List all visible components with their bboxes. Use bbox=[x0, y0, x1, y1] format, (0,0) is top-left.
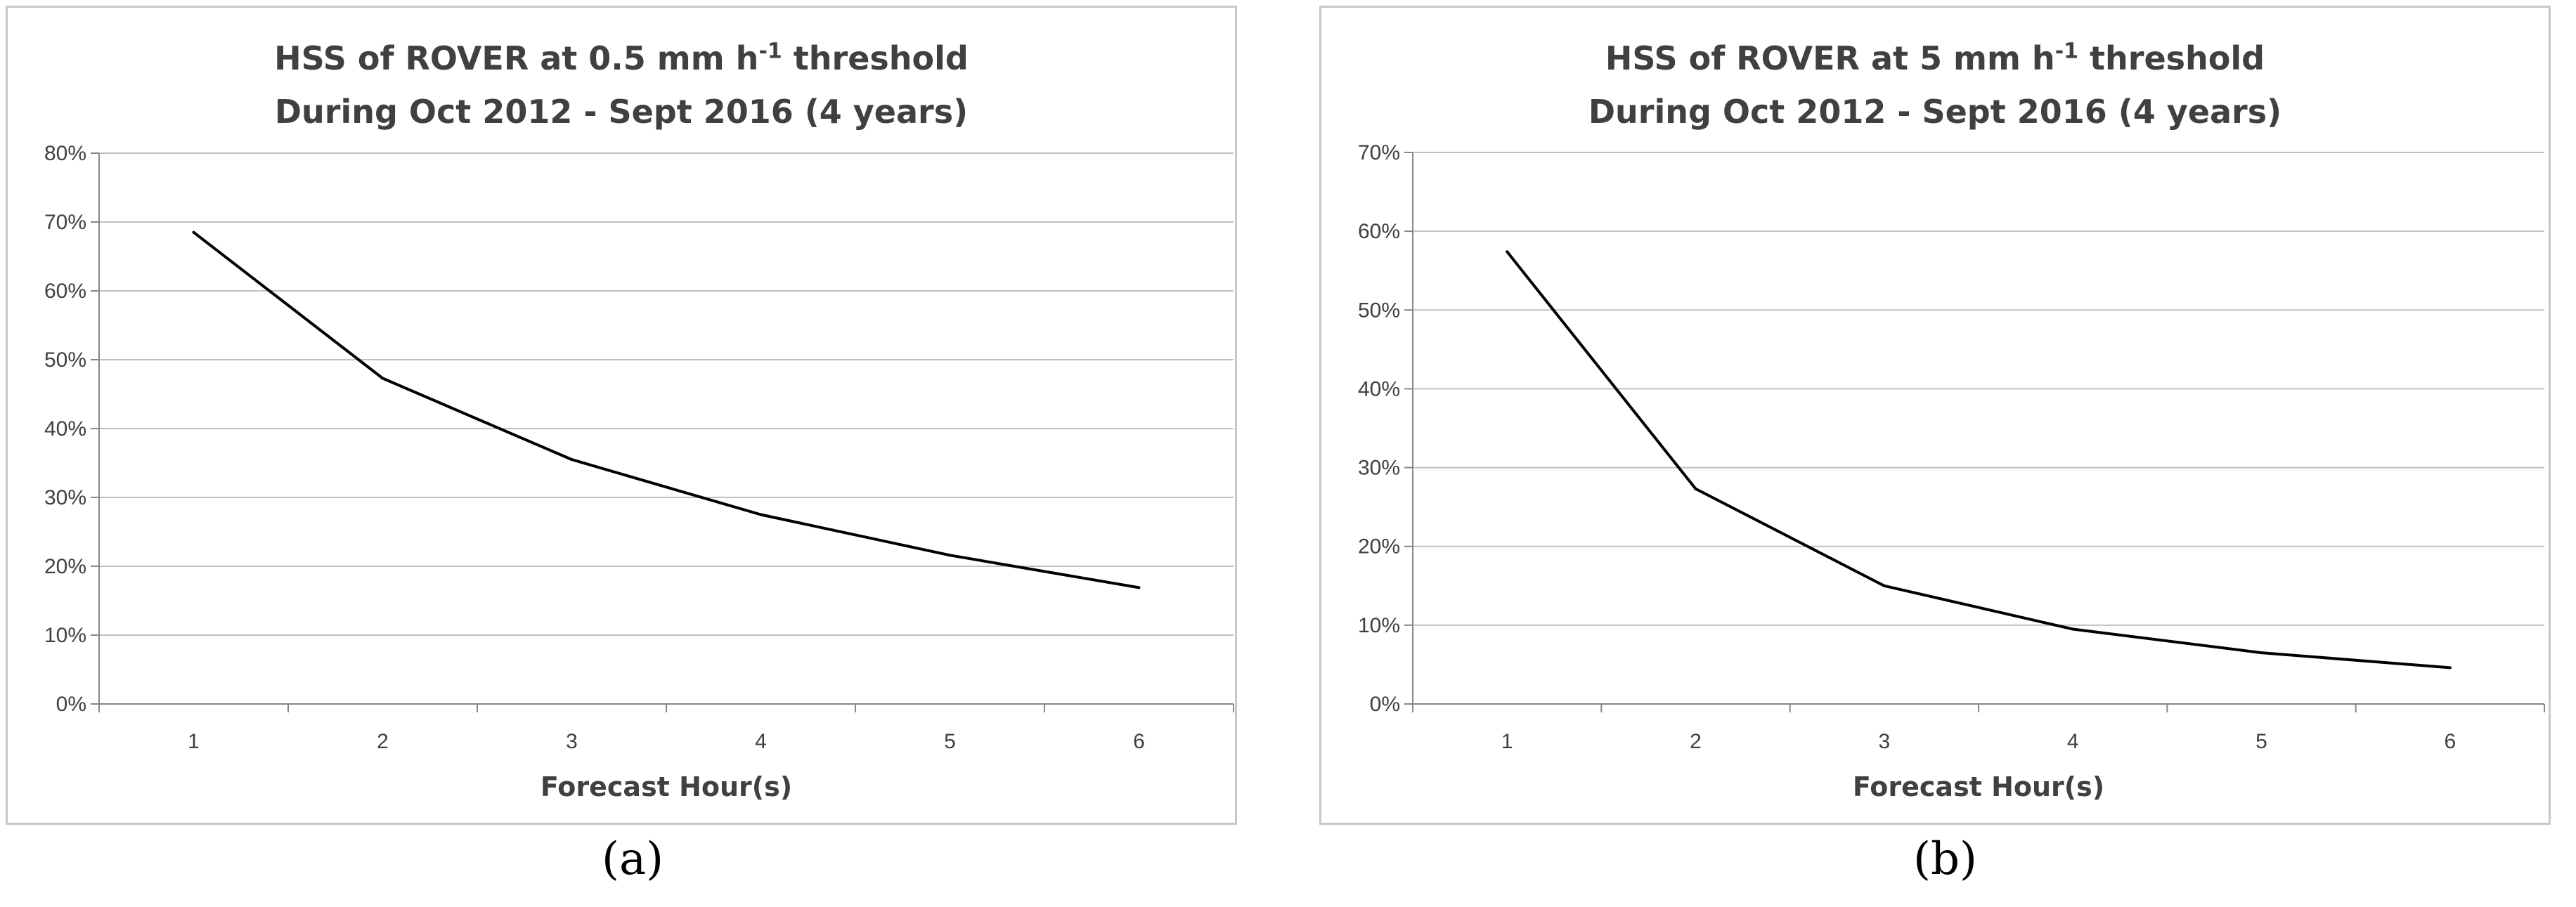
chart-title-line1: HSS of ROVER at 5 mm h-1 threshold bbox=[1321, 32, 2549, 85]
title-text-end: threshold bbox=[782, 39, 969, 77]
x-axis-title: Forecast Hour(s) bbox=[541, 771, 792, 802]
x-tick-label: 3 bbox=[566, 730, 578, 753]
subfigure-label-b: (b) bbox=[1913, 833, 1977, 885]
x-tick-label: 5 bbox=[2255, 730, 2267, 753]
y-tick-label: 50% bbox=[1358, 299, 1400, 322]
chart-panel-b: HSS of ROVER at 5 mm h-1 threshold Durin… bbox=[1319, 6, 2551, 825]
x-axis-title: Forecast Hour(s) bbox=[1853, 771, 2104, 802]
subfigure-label-a: (a) bbox=[602, 833, 664, 885]
y-tick-label: 10% bbox=[1358, 614, 1400, 637]
data-point bbox=[1506, 250, 1509, 254]
data-point bbox=[570, 458, 574, 462]
y-tick-label: 60% bbox=[44, 280, 86, 303]
x-tick-label: 1 bbox=[1501, 730, 1513, 753]
data-point bbox=[1882, 584, 1886, 587]
line-chart-a: 0% 10% 20% 30% 40% 50% 60% 70% 80% 1 2 3 4 5 6 Forecast… bbox=[44, 142, 1234, 802]
title-superscript: -1 bbox=[2054, 39, 2079, 64]
data-point bbox=[948, 554, 952, 557]
title-text: HSS of ROVER at 5 mm h bbox=[1605, 39, 2055, 77]
chart-title: HSS of ROVER at 5 mm h-1 threshold Durin… bbox=[1321, 32, 2549, 138]
line-chart-b: 0% 10% 20% 30% 40% 50% 60% 70% 1 2 3 4 5 6 Forecast Ho… bbox=[1358, 141, 2545, 802]
y-tick-label: 50% bbox=[44, 348, 86, 372]
data-point bbox=[1694, 487, 1697, 490]
chart-panel-a: HSS of ROVER at 0.5 mm h-1 threshold Dur… bbox=[6, 6, 1237, 825]
data-point bbox=[2448, 666, 2452, 670]
x-tick-label: 2 bbox=[1690, 730, 1702, 753]
y-tick-label: 80% bbox=[44, 142, 86, 165]
chart-title-line1: HSS of ROVER at 0.5 mm h-1 threshold bbox=[8, 32, 1235, 85]
y-tick-label: 0% bbox=[1370, 693, 1400, 716]
y-tick-label: 30% bbox=[1358, 457, 1400, 480]
data-point bbox=[1137, 586, 1141, 589]
x-tick-label: 5 bbox=[944, 730, 956, 753]
x-tick-label: 6 bbox=[1133, 730, 1145, 753]
y-tick-label: 20% bbox=[1358, 535, 1400, 559]
chart-title-line2: During Oct 2012 - Sept 2016 (4 years) bbox=[274, 93, 969, 131]
y-tick-label: 30% bbox=[44, 486, 86, 509]
y-tick-label: 10% bbox=[44, 624, 86, 647]
x-tick-label: 2 bbox=[377, 730, 389, 753]
data-point bbox=[2260, 651, 2263, 655]
x-tick-label: 4 bbox=[2067, 730, 2079, 753]
x-tick-label: 6 bbox=[2444, 730, 2456, 753]
title-text: HSS of ROVER at 0.5 mm h bbox=[274, 39, 759, 77]
y-tick-label: 60% bbox=[1358, 220, 1400, 243]
x-tick-label: 1 bbox=[188, 730, 200, 753]
data-point bbox=[759, 513, 763, 516]
title-superscript: -1 bbox=[758, 39, 782, 64]
title-text-end: threshold bbox=[2078, 39, 2265, 77]
y-tick-label: 70% bbox=[1358, 141, 1400, 164]
y-tick-label: 20% bbox=[44, 555, 86, 578]
chart-title-line2: During Oct 2012 - Sept 2016 (4 years) bbox=[1588, 93, 2282, 131]
x-tick-label: 4 bbox=[755, 730, 767, 753]
x-tick-label: 3 bbox=[1878, 730, 1890, 753]
data-point bbox=[192, 230, 195, 234]
y-tick-label: 40% bbox=[1358, 377, 1400, 400]
series-line bbox=[193, 231, 1139, 589]
y-tick-label: 40% bbox=[44, 417, 86, 441]
data-point bbox=[381, 377, 384, 380]
series-line bbox=[1506, 251, 2450, 670]
y-tick-label: 70% bbox=[44, 211, 86, 234]
chart-title: HSS of ROVER at 0.5 mm h-1 threshold Dur… bbox=[8, 32, 1235, 138]
y-tick-label: 0% bbox=[56, 693, 86, 716]
data-point bbox=[2071, 627, 2075, 631]
